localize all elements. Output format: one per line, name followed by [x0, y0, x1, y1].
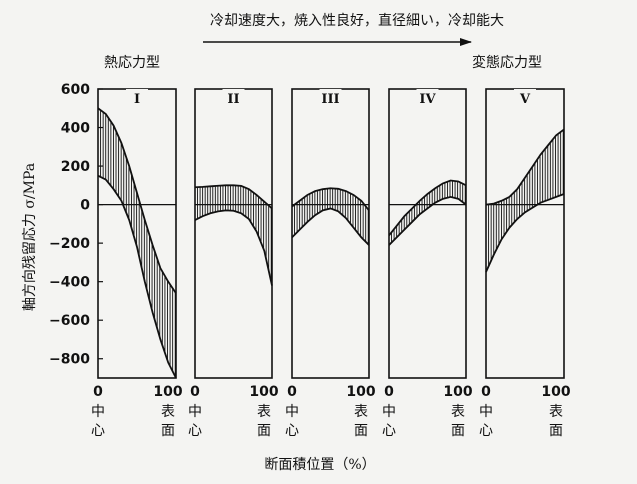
x-tick-label: 0 — [481, 384, 491, 400]
center-label-char: 心 — [382, 423, 396, 439]
surface-label-char: 表 — [257, 404, 271, 420]
lower-curve — [388, 195, 467, 246]
lower-curve — [291, 207, 370, 246]
trend-text: 冷却速度大，焼入性良好，直径細い，冷却能大 — [210, 12, 504, 29]
panel-label-bg — [319, 89, 342, 107]
panel-label: IV — [419, 92, 436, 107]
surface-label-char: 面 — [451, 423, 465, 439]
x-tick-label: 0 — [287, 384, 297, 400]
center-label-char: 心 — [285, 423, 299, 439]
thermal-stress-type-label: 熱応力型 — [104, 55, 160, 71]
center-label-char: 中 — [188, 404, 202, 420]
panel-label-bg — [514, 89, 536, 107]
y-tick-label: 200 — [61, 159, 90, 175]
hatch-band — [388, 180, 466, 246]
panel-II: II 0 100 中 表心 面 — [188, 88, 279, 439]
y-tick-label: 600 — [61, 82, 90, 98]
panel-label: II — [227, 92, 239, 107]
x-tick-label: 0 — [384, 384, 394, 400]
center-label-char: 中 — [479, 404, 493, 420]
x-tick-label: 0 — [190, 384, 200, 400]
y-tick-label: 0 — [80, 198, 90, 214]
lower-curve — [485, 193, 565, 273]
x-tick-label: 100 — [346, 384, 375, 400]
x-tick-label: 0 — [93, 384, 103, 400]
panel-label: V — [519, 92, 531, 107]
panel-label: I — [134, 92, 140, 107]
panel-V: V 0 100 中 表心 面 — [479, 88, 571, 439]
upper-curve — [194, 184, 273, 210]
y-ticks: 600 400 200 0 −200 −400 −600 −800 — [49, 82, 103, 368]
panel-III: III 0 100 中 表心 面 — [285, 88, 376, 439]
hatch-band — [291, 188, 369, 245]
transformation-stress-type-label: 変態応力型 — [472, 54, 542, 71]
surface-label-char: 面 — [257, 423, 271, 439]
y-tick-label: −400 — [49, 275, 90, 291]
surface-label-char: 面 — [549, 423, 563, 439]
panel-frame — [194, 88, 273, 379]
hatch-band — [97, 108, 176, 377]
y-tick-label: −800 — [49, 352, 90, 368]
panel-IV: IV 0 100 中 表心 面 — [382, 88, 473, 439]
hatch-band — [194, 185, 272, 283]
upper-curve — [97, 107, 177, 294]
hatch-band — [485, 130, 564, 273]
panel-I: I 0 100 中 表心 面 — [91, 88, 183, 439]
x-axis-label: 断面積位置（%） — [264, 457, 375, 473]
panel-frame — [485, 88, 565, 379]
panel-label-bg — [222, 89, 245, 107]
upper-curve — [291, 187, 370, 211]
surface-label-char: 面 — [354, 423, 368, 439]
panel-label-bg — [126, 89, 148, 107]
center-label-char: 中 — [285, 404, 299, 420]
panel-label: III — [321, 92, 339, 107]
y-axis-label: 軸方向残留応力 σ/MPa — [22, 163, 38, 311]
center-label-char: 心 — [188, 423, 202, 439]
lower-curve — [97, 174, 177, 379]
center-label-char: 心 — [91, 423, 105, 439]
center-label-char: 心 — [479, 423, 493, 439]
surface-label-char: 表 — [161, 404, 175, 420]
upper-curve — [388, 179, 467, 236]
x-tick-label: 100 — [249, 384, 278, 400]
panel-label-bg — [416, 89, 439, 107]
x-tick-label: 100 — [541, 384, 570, 400]
y-tick-label: 400 — [61, 121, 90, 137]
surface-label-char: 表 — [549, 404, 563, 420]
panels: I0 100中 表心 面II0 100中 表心 面III0 100中 表心 面IV0 100中 表心面… — [91, 88, 571, 439]
upper-curve — [485, 128, 565, 206]
x-tick-label: 100 — [443, 384, 472, 400]
surface-label-char: 表 — [451, 404, 465, 420]
y-tick-label: −200 — [49, 236, 90, 252]
lower-curve — [194, 209, 273, 286]
surface-label-char: 表 — [354, 404, 368, 420]
y-tick-label: −600 — [49, 313, 90, 329]
center-label-char: 中 — [91, 404, 105, 420]
x-tick-label: 100 — [153, 384, 182, 400]
center-label-char: 中 — [382, 404, 396, 420]
surface-label-char: 面 — [161, 423, 175, 439]
